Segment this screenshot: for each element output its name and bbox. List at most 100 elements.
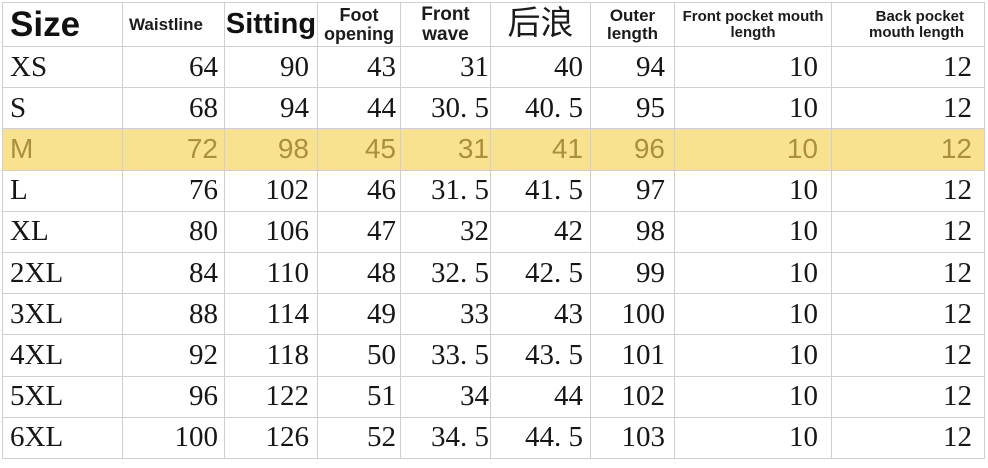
cell-front-wave: 32 [400,210,491,253]
cell-front-pocket-mouth-length: 10 [674,128,832,171]
cell-back-pocket-mouth-length: 12 [831,293,985,336]
cell-outer-length: 98 [590,210,675,253]
cell-back-wave: 40 [490,45,591,89]
cell-back-pocket-mouth-length: 12 [831,45,985,89]
cell-outer-length: 94 [590,45,675,89]
cell-back-pocket-mouth-length: 12 [831,375,985,418]
table-row: L 76 102 46 31. 5 41. 5 97 10 12 [2,169,985,212]
cell-waistline: 100 [122,416,225,459]
table-row: S 68 94 44 30. 5 40. 5 95 10 12 [2,87,985,130]
cell-back-pocket-mouth-length: 12 [831,251,985,295]
cell-foot-opening: 50 [317,334,401,377]
column-header-waistline: Waistline [122,2,225,47]
cell-size: 2XL [2,251,123,295]
cell-outer-length: 103 [590,416,675,459]
cell-outer-length: 102 [590,375,675,418]
cell-size: M [2,128,123,171]
cell-waistline: 64 [122,45,225,89]
cell-size: XL [2,210,123,253]
column-header-back-wave: 后浪 [490,2,591,47]
cell-back-pocket-mouth-length: 12 [831,169,985,212]
column-header-front-pocket-mouth-length: Front pocket mouth length [674,2,832,47]
cell-foot-opening: 46 [317,169,401,212]
cell-front-pocket-mouth-length: 10 [674,169,832,212]
cell-back-wave: 40. 5 [490,87,591,130]
cell-back-wave: 41. 5 [490,169,591,212]
table-row: 5XL 96 122 51 34 44 102 10 12 [2,375,985,418]
table-row: 6XL 100 126 52 34. 5 44. 5 103 10 12 [2,416,985,459]
cell-sitting: 126 [224,416,318,459]
cell-outer-length: 97 [590,169,675,212]
cell-waistline: 68 [122,87,225,130]
cell-outer-length: 99 [590,251,675,295]
cell-size: 6XL [2,416,123,459]
cell-sitting: 114 [224,293,318,336]
cell-front-pocket-mouth-length: 10 [674,416,832,459]
cell-front-wave: 33. 5 [400,334,491,377]
cell-back-pocket-mouth-length: 12 [831,128,985,171]
cell-back-wave: 42 [490,210,591,253]
column-header-front-wave: Front wave [400,2,491,47]
cell-back-wave: 43. 5 [490,334,591,377]
size-table: Size Waistline Sitting Foot opening Front wa… [2,2,985,459]
column-header-foot-opening: Foot opening [317,2,401,47]
cell-front-pocket-mouth-length: 10 [674,334,832,377]
cell-waistline: 72 [122,128,225,171]
cell-waistline: 80 [122,210,225,253]
cell-sitting: 94 [224,87,318,130]
cell-front-pocket-mouth-length: 10 [674,210,832,253]
cell-back-wave: 44 [490,375,591,418]
cell-size: XS [2,45,123,89]
table-row: 4XL 92 118 50 33. 5 43. 5 101 10 12 [2,334,985,377]
cell-size: 5XL [2,375,123,418]
cell-sitting: 122 [224,375,318,418]
cell-foot-opening: 43 [317,45,401,89]
cell-back-wave: 44. 5 [490,416,591,459]
cell-front-wave: 32. 5 [400,251,491,295]
table-row: 3XL 88 114 49 33 43 100 10 12 [2,293,985,336]
cell-front-pocket-mouth-length: 10 [674,45,832,89]
column-header-sitting: Sitting [224,2,318,47]
cell-foot-opening: 47 [317,210,401,253]
cell-front-pocket-mouth-length: 10 [674,375,832,418]
cell-front-wave: 30. 5 [400,87,491,130]
cell-front-wave: 34. 5 [400,416,491,459]
cell-back-pocket-mouth-length: 12 [831,210,985,253]
cell-front-wave: 33 [400,293,491,336]
cell-waistline: 92 [122,334,225,377]
cell-sitting: 90 [224,45,318,89]
cell-back-wave: 42. 5 [490,251,591,295]
cell-waistline: 96 [122,375,225,418]
table-row: 2XL 84 110 48 32. 5 42. 5 99 10 12 [2,251,985,295]
column-header-outer-length: Outer length [590,2,675,47]
table-row: XS 64 90 43 31 40 94 10 12 [2,45,985,89]
cell-size: S [2,87,123,130]
cell-foot-opening: 52 [317,416,401,459]
cell-size: 3XL [2,293,123,336]
cell-size: L [2,169,123,212]
cell-waistline: 88 [122,293,225,336]
cell-sitting: 110 [224,251,318,295]
cell-front-pocket-mouth-length: 10 [674,87,832,130]
cell-front-wave: 31 [400,128,491,171]
cell-back-pocket-mouth-length: 12 [831,334,985,377]
table-row: XL 80 106 47 32 42 98 10 12 [2,210,985,253]
cell-front-pocket-mouth-length: 10 [674,293,832,336]
cell-back-pocket-mouth-length: 12 [831,87,985,130]
cell-outer-length: 101 [590,334,675,377]
cell-foot-opening: 51 [317,375,401,418]
cell-foot-opening: 45 [317,128,401,171]
table-header-row: Size Waistline Sitting Foot opening Front wa… [2,2,985,47]
cell-back-wave: 41 [490,128,591,171]
cell-outer-length: 100 [590,293,675,336]
cell-front-wave: 31. 5 [400,169,491,212]
cell-sitting: 118 [224,334,318,377]
table-row-highlighted: M 72 98 45 31 41 96 10 12 [2,128,985,171]
cell-front-wave: 34 [400,375,491,418]
cell-foot-opening: 48 [317,251,401,295]
cell-foot-opening: 44 [317,87,401,130]
cell-waistline: 76 [122,169,225,212]
cell-size: 4XL [2,334,123,377]
cell-sitting: 98 [224,128,318,171]
